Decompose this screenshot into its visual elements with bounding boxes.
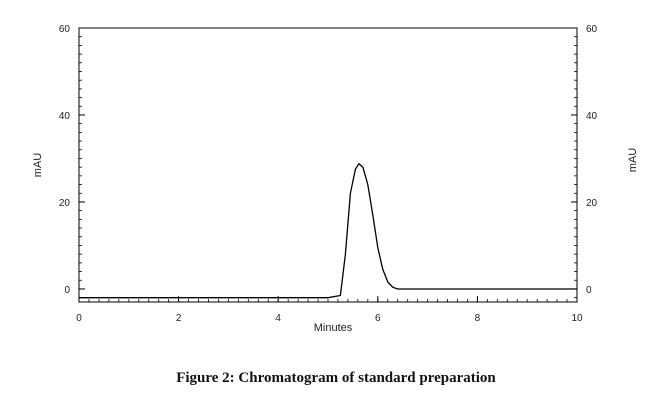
x-tick-label: 10 xyxy=(571,313,583,324)
y-tick-label-left: 0 xyxy=(64,285,70,296)
x-axis-title: Minutes xyxy=(314,322,353,334)
y-axis-title-left: mAU xyxy=(32,153,44,178)
figure-caption: Figure 2: Chromatogram of standard prepa… xyxy=(176,370,496,386)
y-tick-labels-right: 0 20 40 60 xyxy=(586,24,598,296)
chromatogram-trace xyxy=(79,162,577,299)
y-tick-label-right: 40 xyxy=(586,111,598,122)
y-tick-label-left: 20 xyxy=(59,198,71,209)
plot-frame xyxy=(78,27,578,303)
y-tick-label-left: 60 xyxy=(59,24,71,35)
x-tick-label: 4 xyxy=(275,313,281,324)
x-tick-labels: 0 2 4 6 8 10 xyxy=(76,313,583,324)
y-tick-label-right: 0 xyxy=(586,285,592,296)
minor-ticks xyxy=(78,27,578,302)
y-tick-label-right: 20 xyxy=(586,198,598,209)
y-tick-labels-left: 0 20 40 60 xyxy=(59,24,71,296)
y-tick-label-right: 60 xyxy=(586,24,598,35)
plot-border xyxy=(78,27,578,303)
chromatogram-chart: 0 2 4 6 8 10 0 20 40 60 0 20 40 60 Minutes mAU mAU xyxy=(32,24,639,334)
x-tick-label: 6 xyxy=(375,313,381,324)
x-tick-label: 2 xyxy=(176,313,182,324)
y-tick-label-left: 40 xyxy=(59,111,71,122)
x-tick-label: 0 xyxy=(76,313,82,324)
major-ticks xyxy=(78,27,578,302)
y-axis-title-right: mAU xyxy=(627,148,639,173)
x-tick-label: 8 xyxy=(475,313,481,324)
